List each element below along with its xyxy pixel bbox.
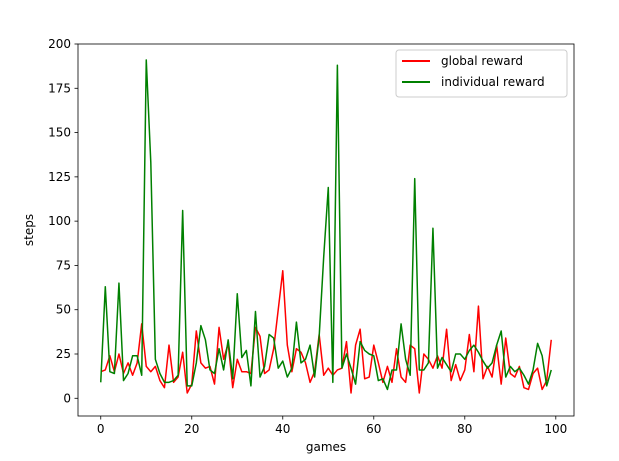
y-tick-label: 100 bbox=[48, 214, 71, 228]
plot-frame bbox=[77, 43, 575, 417]
legend-label-global-reward: global reward bbox=[441, 54, 523, 68]
x-tick-label: 40 bbox=[275, 422, 290, 436]
y-tick-label: 200 bbox=[48, 37, 71, 51]
y-tick-label: 125 bbox=[48, 170, 71, 184]
y-tick-label: 25 bbox=[56, 347, 71, 361]
x-axis-label: games bbox=[306, 440, 346, 454]
x-tick-label: 0 bbox=[97, 422, 105, 436]
y-tick-label: 75 bbox=[56, 258, 71, 272]
legend: global reward individual reward bbox=[395, 49, 568, 98]
y-tick-label: 0 bbox=[63, 391, 71, 405]
y-axis-ticks: 0 25 50 75 100 125 150 175 200 bbox=[48, 37, 78, 405]
x-tick-label: 60 bbox=[366, 422, 381, 436]
x-axis-ticks: 0 20 40 60 80 100 bbox=[97, 416, 567, 436]
plot-lines bbox=[100, 59, 552, 394]
y-tick-label: 150 bbox=[48, 126, 71, 140]
legend-box bbox=[395, 49, 568, 98]
x-tick-label: 100 bbox=[544, 422, 567, 436]
x-tick-label: 20 bbox=[184, 422, 199, 436]
x-tick-label: 80 bbox=[457, 422, 472, 436]
y-tick-label: 50 bbox=[56, 303, 71, 317]
legend-label-individual-reward: individual reward bbox=[441, 75, 545, 89]
y-axis-label: steps bbox=[22, 214, 36, 246]
series-line-global-reward bbox=[100, 269, 552, 394]
series-line-individual-reward bbox=[100, 59, 552, 391]
y-tick-label: 175 bbox=[48, 81, 71, 95]
